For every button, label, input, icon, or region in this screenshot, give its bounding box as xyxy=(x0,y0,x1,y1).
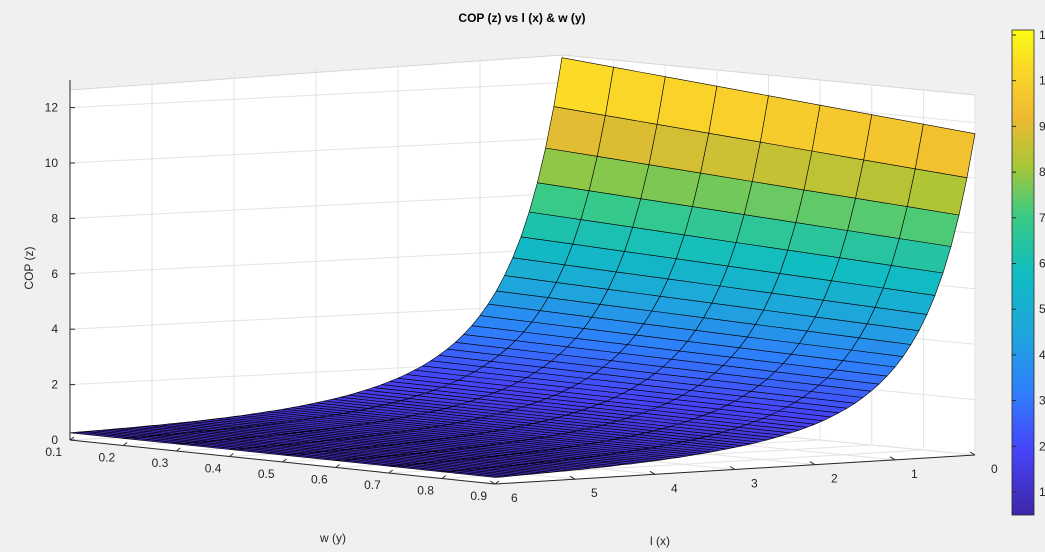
x-tick-label: 2 xyxy=(831,472,838,486)
y-axis-label: w (y) xyxy=(319,531,346,545)
x-tick-mark xyxy=(969,451,976,456)
colorbar-tick-label: 1 xyxy=(1039,28,1045,42)
x-tick-label: 4 xyxy=(671,481,678,495)
colorbar-tick-label: 3 xyxy=(1039,394,1045,408)
surface-patch xyxy=(708,85,769,143)
colorbar-tick-label: 7 xyxy=(1039,211,1045,225)
chart-title: COP (z) vs l (x) & w (y) xyxy=(458,11,585,25)
y-tick-mark xyxy=(175,447,181,452)
y-tick-label: 0.1 xyxy=(45,445,62,459)
x-tick-label: 6 xyxy=(511,491,518,505)
z-tick-label: 12 xyxy=(45,101,59,115)
x-tick-mark xyxy=(649,470,656,475)
y-tick-mark xyxy=(441,475,447,479)
colorbar-tick-label: 1 xyxy=(1039,485,1045,499)
surface-patch xyxy=(553,57,614,116)
z-tick-label: 8 xyxy=(51,211,58,225)
surface-patch xyxy=(811,104,873,161)
surface-patch xyxy=(656,76,718,134)
z-tick-label: 6 xyxy=(51,267,58,281)
colorbar-tick-label: 8 xyxy=(1039,165,1045,179)
y-tick-label: 0.8 xyxy=(417,484,434,498)
y-tick-mark xyxy=(69,436,75,441)
x-tick-mark xyxy=(729,466,736,470)
x-tick-label: 5 xyxy=(591,486,598,500)
x-tick-label: 1 xyxy=(911,467,918,481)
y-tick-mark xyxy=(335,464,340,468)
colorbar-tick-label: 9 xyxy=(1039,119,1045,133)
y-tick-mark xyxy=(494,480,500,485)
surface-patch xyxy=(863,114,924,170)
z-axis-label: COP (z) xyxy=(22,246,36,289)
z-tick-label: 2 xyxy=(51,378,58,392)
x-tick-mark xyxy=(489,480,496,485)
y-tick-mark xyxy=(388,469,394,474)
z-tick-label: 10 xyxy=(45,156,59,170)
surface-patch xyxy=(760,95,821,152)
y-tick-mark xyxy=(122,442,128,446)
y-tick-label: 0.9 xyxy=(470,489,487,503)
surface-plot xyxy=(69,57,976,478)
colorbar xyxy=(1011,29,1035,516)
surface-patch xyxy=(605,66,666,125)
y-tick-label: 0.2 xyxy=(98,451,115,465)
colorbar-ticks: 1 2 3 4 5 6 7 8 9 1 1 xyxy=(1012,28,1045,499)
colorbar-tick-label: 2 xyxy=(1039,439,1045,453)
x-tick-mark xyxy=(889,456,896,461)
colorbar-tick-label: 1 xyxy=(1039,74,1045,88)
x-tick-mark xyxy=(809,461,816,466)
y-tick-label: 0.3 xyxy=(152,456,169,470)
x-tick-mark xyxy=(569,475,576,480)
colorbar-tick-label: 6 xyxy=(1039,257,1045,271)
y-tick-label: 0.7 xyxy=(364,478,381,492)
x-tick-label: 0 xyxy=(991,462,998,476)
y-tick-label: 0.6 xyxy=(311,473,328,487)
x-axis-label: l (x) xyxy=(650,534,670,548)
x-tick-label: 3 xyxy=(751,477,758,491)
y-tick-label: 0.4 xyxy=(205,462,222,476)
y-tick-mark xyxy=(229,453,234,457)
colorbar-tick-label: 5 xyxy=(1039,302,1045,316)
z-tick-label: 0 xyxy=(51,433,58,447)
surface-patch xyxy=(914,123,976,178)
z-tick-label: 4 xyxy=(51,322,58,336)
y-tick-mark xyxy=(282,458,287,463)
y-tick-label: 0.5 xyxy=(258,467,275,481)
colorbar-tick-label: 4 xyxy=(1039,348,1045,362)
